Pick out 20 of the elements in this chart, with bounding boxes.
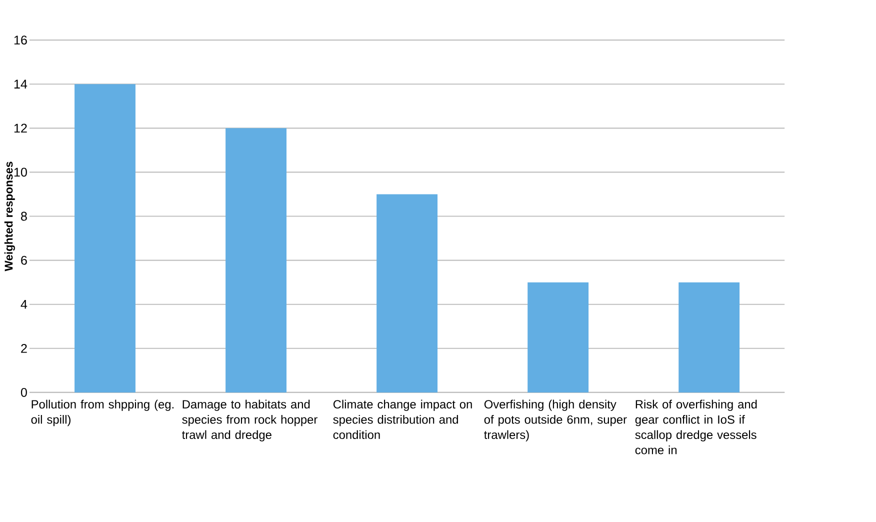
bar <box>226 128 286 393</box>
x-tick-label: Damage to habitats and species from rock hopper trawl and dredge <box>182 400 318 442</box>
y-tick-label: 0 <box>20 388 27 398</box>
y-tick-label: 6 <box>21 256 27 265</box>
y-tick-label: 14 <box>14 80 28 89</box>
bar <box>678 282 740 393</box>
bar <box>528 282 589 393</box>
x-tick-label: Pollution from shpping (eg. oil spill) <box>31 400 174 426</box>
y-tick-label: 16 <box>14 36 27 45</box>
y-tick-label: 8 <box>21 212 27 221</box>
bar <box>74 84 136 393</box>
x-tick-label: Risk of overfishing and gear conflict in IoS if scallop dredge vessels come in <box>635 400 757 454</box>
y-tick-label: 4 <box>20 300 28 309</box>
y-tick-label: 12 <box>14 124 27 133</box>
y-tick-label: 2 <box>21 344 27 353</box>
y-tick-label: 10 <box>14 168 27 177</box>
y-axis-title: Weighted responses <box>4 162 15 272</box>
bar <box>376 194 438 393</box>
x-tick-label: Climate change impact on species distribution and condition <box>333 400 472 440</box>
x-tick-label: Overfishing (high density of pots outside 6nm, super trawlers) <box>484 400 627 442</box>
